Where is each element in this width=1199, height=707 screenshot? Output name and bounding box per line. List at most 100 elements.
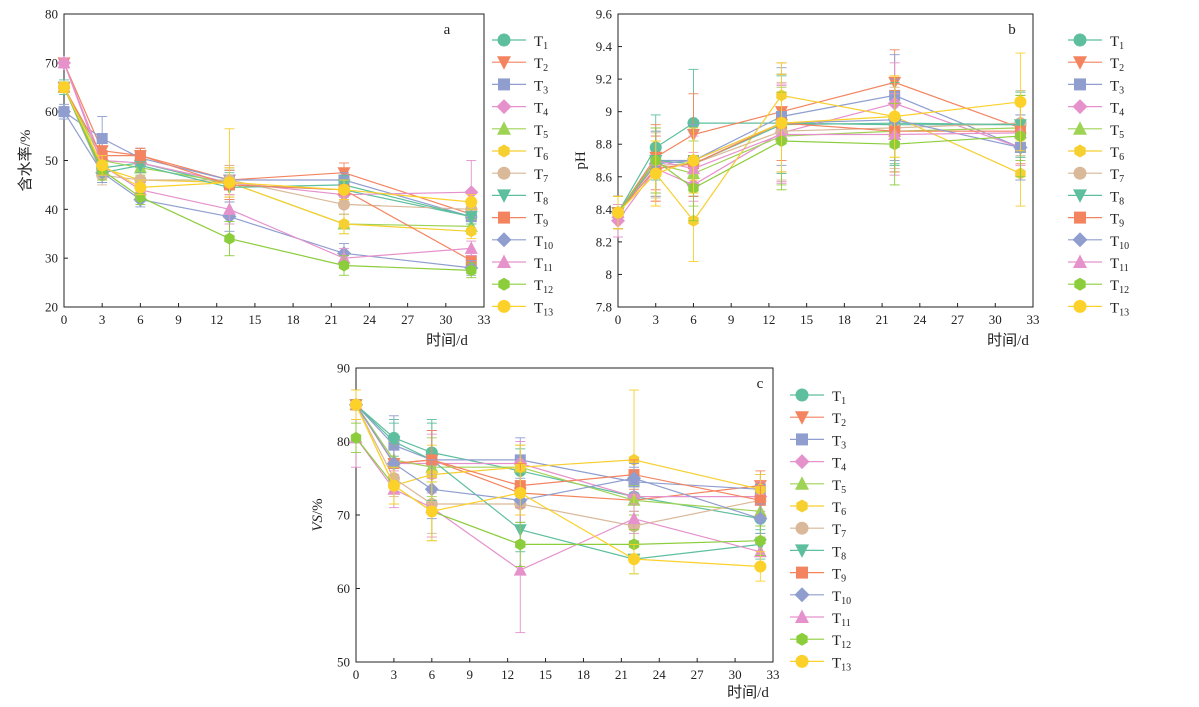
legend-label: T8 bbox=[1110, 189, 1124, 207]
series-line bbox=[355, 437, 761, 546]
series-line bbox=[63, 62, 472, 215]
legend-label: T5 bbox=[534, 123, 548, 141]
legend-item-T7: T7 bbox=[1068, 166, 1124, 185]
legend-marker bbox=[1074, 277, 1086, 291]
x-tick-label: 15 bbox=[539, 667, 552, 682]
data-point bbox=[627, 511, 641, 525]
legend-marker bbox=[497, 56, 511, 70]
series-line bbox=[617, 94, 1021, 213]
y-tick-label: 7.8 bbox=[596, 300, 612, 315]
y-tick-label: 30 bbox=[45, 251, 58, 266]
legend: T1 T2 T3 T4 T5 T6 T7 T8 T9 T10 T11 T12 T13 bbox=[1068, 33, 1129, 318]
data-point bbox=[338, 183, 350, 196]
legend-item-T6: T6 bbox=[492, 144, 548, 163]
data-point bbox=[888, 110, 901, 123]
legend-item-T13: T13 bbox=[1068, 299, 1129, 318]
y-tick-label: 8.2 bbox=[596, 234, 612, 249]
series-T9 bbox=[58, 81, 477, 269]
y-tick-label: 9.6 bbox=[596, 7, 613, 22]
legend-label: T7 bbox=[832, 522, 846, 540]
x-tick-label: 33 bbox=[1027, 312, 1040, 327]
x-tick-label: 33 bbox=[767, 667, 780, 682]
legend-item-T10: T10 bbox=[492, 232, 553, 252]
x-tick-label: 21 bbox=[615, 667, 628, 682]
legend-item-T12: T12 bbox=[492, 277, 553, 296]
x-tick-label: 6 bbox=[137, 312, 144, 327]
legend-item-T6: T6 bbox=[790, 499, 846, 518]
data-point bbox=[1014, 95, 1027, 108]
legend-marker bbox=[497, 254, 511, 268]
legend-item-T5: T5 bbox=[790, 476, 846, 496]
y-axis-label: 含水率/% bbox=[17, 130, 34, 192]
x-tick-label: 30 bbox=[729, 667, 742, 682]
x-tick-label: 18 bbox=[838, 312, 851, 327]
legend-marker bbox=[1073, 299, 1087, 313]
panel-letter: c bbox=[757, 376, 764, 392]
series-line bbox=[617, 101, 1021, 214]
legend-item-T2: T2 bbox=[1068, 56, 1124, 74]
legend-item-T1: T1 bbox=[790, 388, 846, 407]
legend-label: T4 bbox=[1110, 101, 1124, 119]
data-point bbox=[515, 538, 526, 551]
series-T10 bbox=[611, 73, 1028, 230]
data-point bbox=[338, 217, 350, 230]
plot-frame bbox=[63, 13, 485, 308]
legend-marker bbox=[496, 232, 512, 248]
y-tick-label: 70 bbox=[45, 55, 58, 70]
x-tick-label: 24 bbox=[653, 667, 667, 682]
legend-item-T4: T4 bbox=[790, 454, 846, 474]
legend-label: T1 bbox=[1110, 34, 1124, 52]
legend-label: T8 bbox=[832, 544, 846, 562]
x-axis-label: 时间/d bbox=[987, 332, 1029, 349]
legend-item-T13: T13 bbox=[492, 299, 553, 318]
data-point bbox=[612, 206, 624, 219]
legend-label: T11 bbox=[832, 611, 851, 629]
y-tick-label: 40 bbox=[45, 202, 58, 217]
legend-label: T3 bbox=[534, 78, 548, 96]
x-tick-label: 30 bbox=[439, 312, 452, 327]
data-point bbox=[57, 55, 71, 69]
series-line bbox=[617, 135, 1021, 213]
legend-marker bbox=[497, 33, 511, 47]
y-tick-label: 8.6 bbox=[596, 169, 613, 184]
legend-item-T11: T11 bbox=[1068, 254, 1129, 274]
legend-item-T9: T9 bbox=[492, 211, 548, 230]
legend-label: T3 bbox=[1110, 78, 1124, 96]
legend-marker bbox=[795, 544, 809, 558]
legend-item-T8: T8 bbox=[790, 544, 846, 562]
legend-label: T10 bbox=[534, 234, 553, 252]
legend-marker bbox=[1073, 189, 1087, 203]
y-tick-label: 50 bbox=[45, 153, 58, 168]
data-point bbox=[513, 563, 527, 576]
y-axis-label: pH bbox=[573, 151, 589, 170]
series-line bbox=[617, 122, 1021, 213]
legend-label: T10 bbox=[1110, 234, 1129, 252]
legend-marker bbox=[498, 78, 510, 91]
legend-marker bbox=[795, 411, 809, 425]
series-line bbox=[355, 404, 761, 512]
data-point bbox=[387, 479, 400, 492]
data-point bbox=[223, 176, 236, 189]
legend-marker bbox=[497, 166, 511, 180]
series-T3 bbox=[350, 389, 766, 505]
y-tick-label: 60 bbox=[45, 104, 58, 119]
series-line bbox=[617, 81, 1021, 213]
data-point bbox=[224, 232, 235, 245]
data-point bbox=[387, 436, 401, 449]
data-point bbox=[687, 154, 700, 167]
data-point bbox=[338, 259, 350, 272]
data-point bbox=[464, 211, 478, 224]
legend-label: T1 bbox=[832, 389, 846, 407]
x-tick-label: 21 bbox=[325, 312, 338, 327]
legend-label: T2 bbox=[1110, 56, 1124, 74]
x-tick-label: 0 bbox=[61, 312, 68, 327]
y-tick-label: 50 bbox=[337, 655, 350, 670]
series-line bbox=[63, 87, 472, 210]
legend-item-T9: T9 bbox=[1068, 211, 1124, 230]
legend-label: T13 bbox=[534, 300, 553, 318]
legend-item-T12: T12 bbox=[790, 632, 851, 651]
series-T5 bbox=[349, 389, 767, 527]
x-tick-label: 30 bbox=[989, 312, 1002, 327]
panel-b: 0 3 6 9 12 15 18 21 24 27 30 33 7.8 8 8.2 8.4 8.6 8.8 9 9.2… bbox=[573, 7, 1129, 350]
